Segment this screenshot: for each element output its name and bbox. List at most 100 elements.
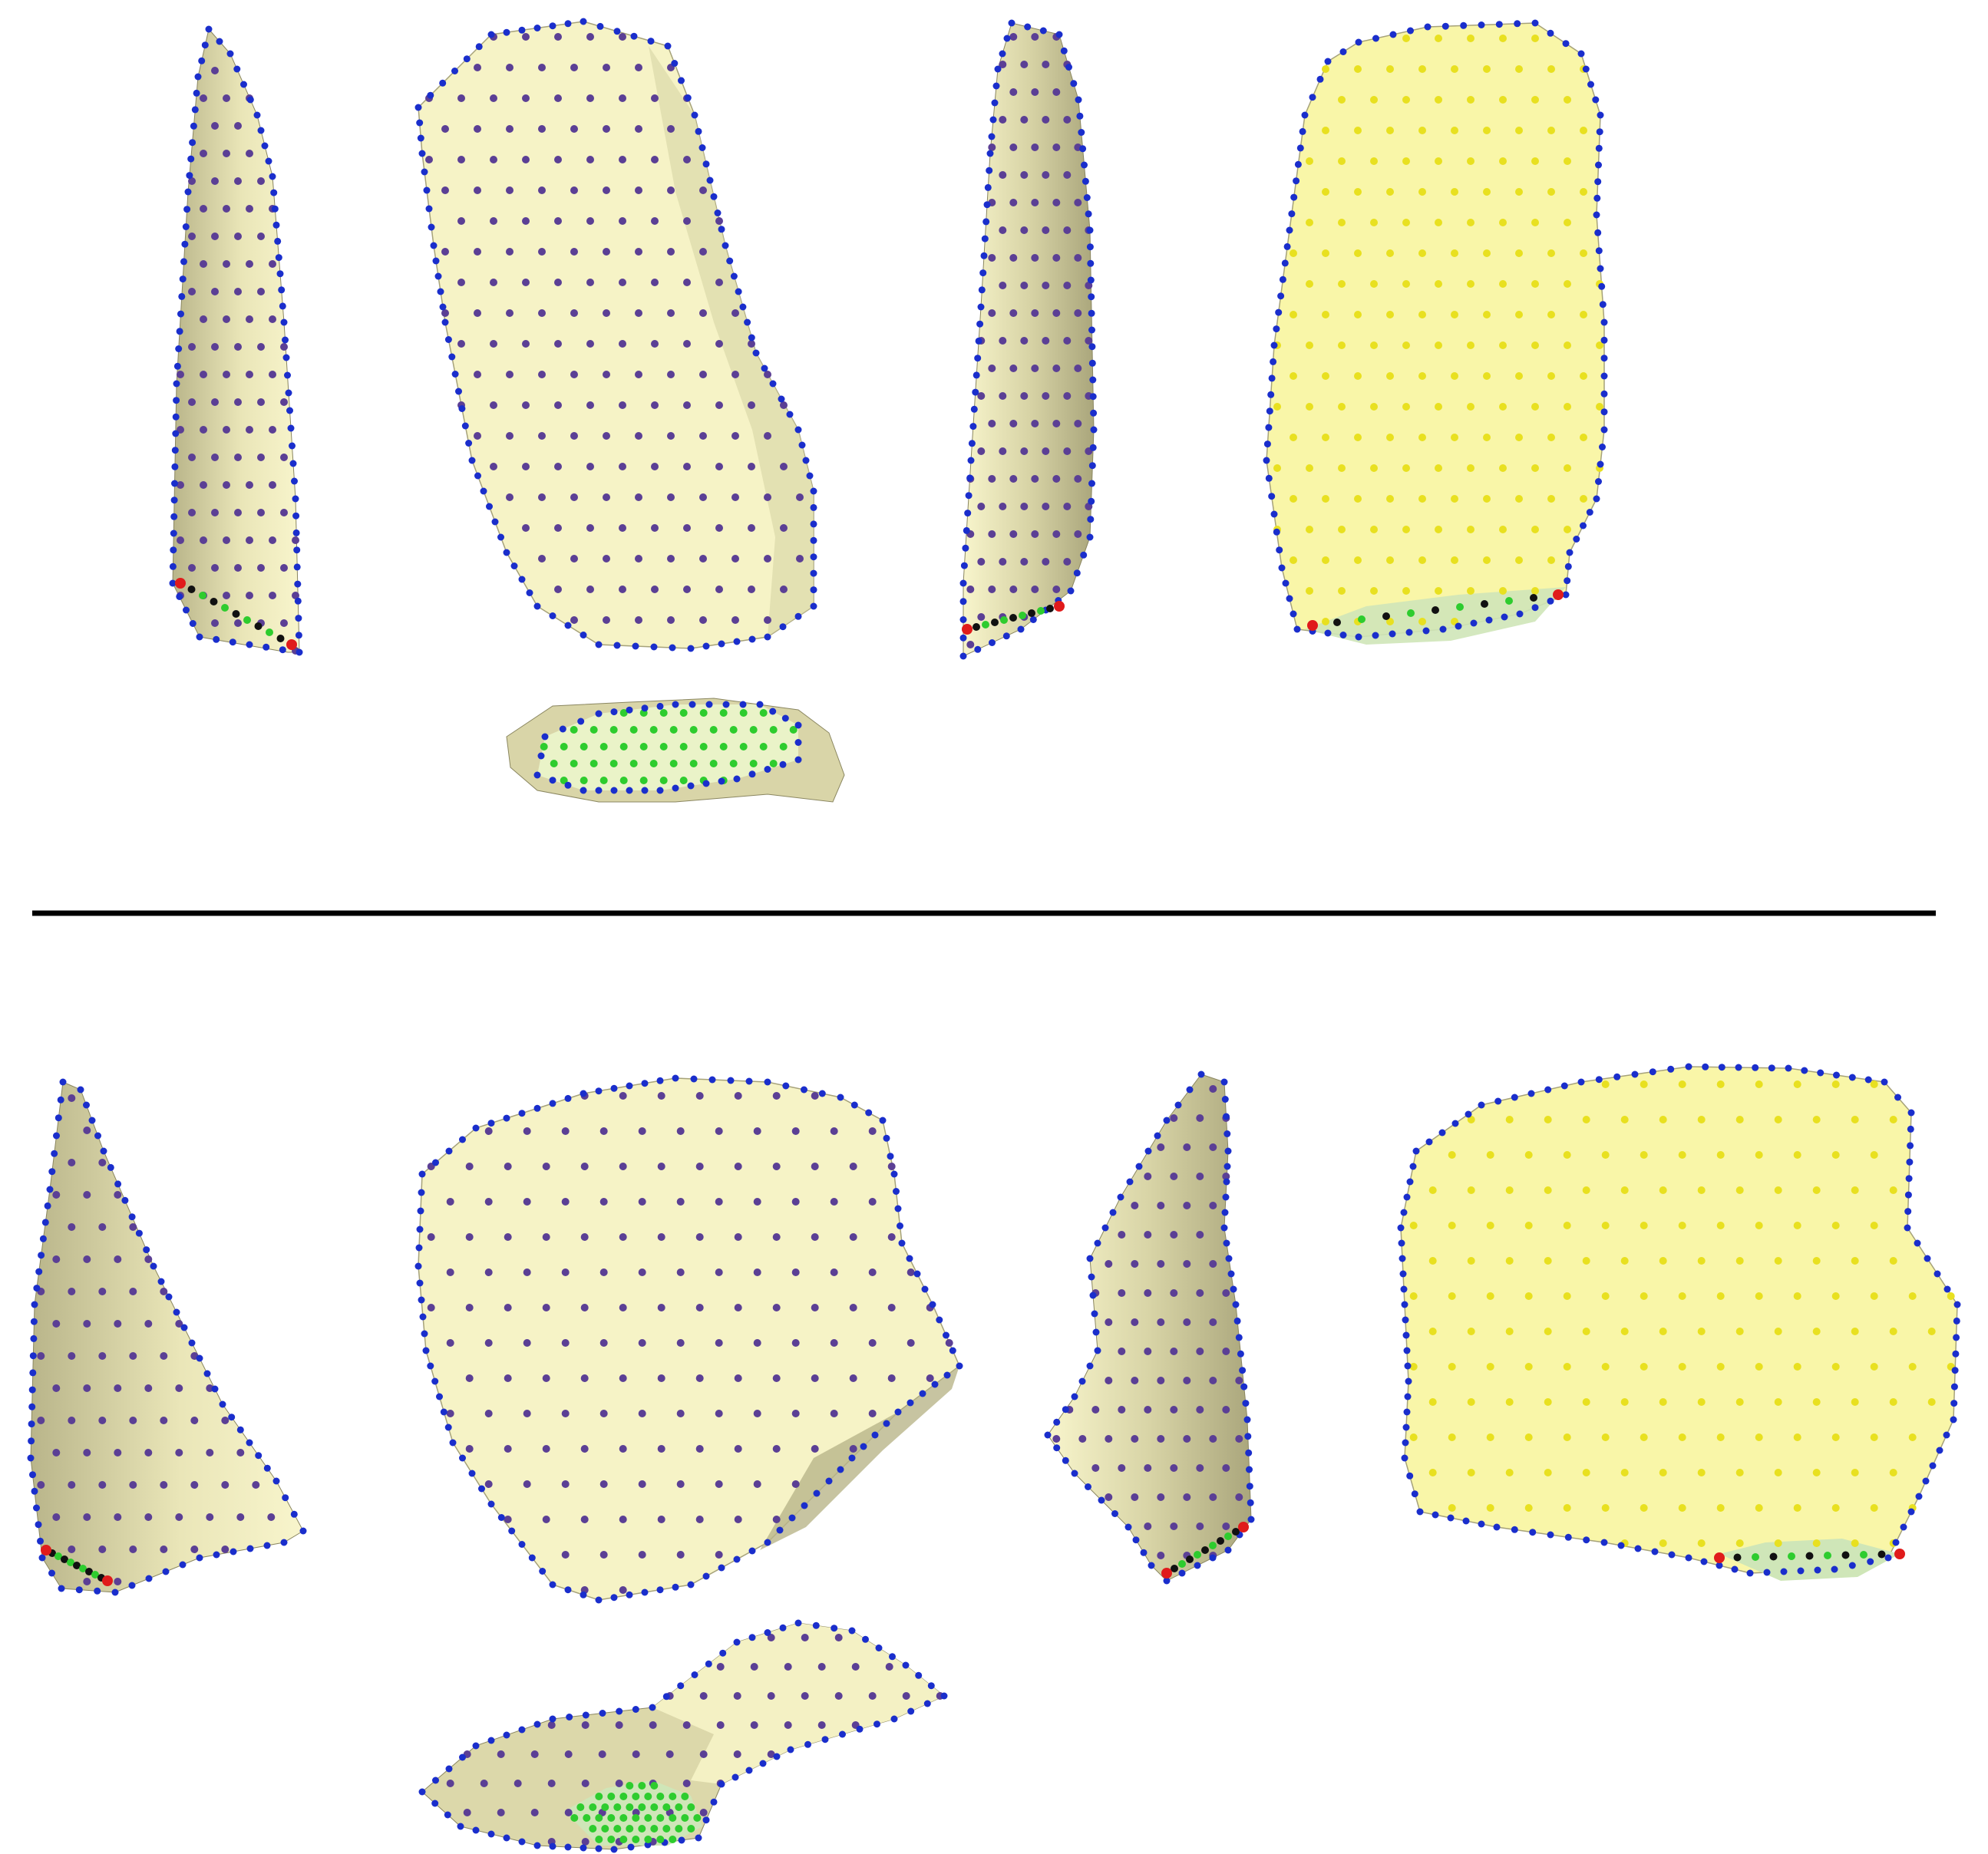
semilandmark xyxy=(667,432,675,440)
semilandmark xyxy=(1582,1186,1590,1194)
semilandmark xyxy=(586,340,594,348)
semilandmark xyxy=(175,1384,183,1392)
semilandmark xyxy=(999,503,1007,510)
outline-landmark xyxy=(94,1587,101,1595)
outline-landmark xyxy=(1516,610,1524,618)
outline-landmark xyxy=(246,1545,254,1552)
semilandmark xyxy=(83,1127,91,1134)
semilandmark xyxy=(1402,403,1410,411)
semilandmark xyxy=(1428,1257,1437,1265)
semilandmark xyxy=(1563,1222,1571,1229)
semilandmark xyxy=(37,1417,45,1424)
semilandmark xyxy=(1042,337,1050,345)
semilandmark xyxy=(514,1780,522,1787)
semilandmark xyxy=(638,1480,646,1488)
semilandmark xyxy=(1659,1186,1667,1194)
semilandmark xyxy=(570,760,578,767)
semilandmark xyxy=(657,1163,665,1170)
outline-landmark xyxy=(280,1539,288,1546)
semilandmark xyxy=(523,1268,531,1276)
semilandmark xyxy=(1009,199,1018,206)
semilandmark xyxy=(1322,311,1329,318)
semilandmark xyxy=(1118,1406,1126,1414)
semilandmark xyxy=(554,279,562,286)
semilandmark xyxy=(651,340,659,348)
semilandmark xyxy=(223,150,230,157)
semilandmark xyxy=(1499,526,1507,533)
outline-landmark xyxy=(173,380,180,388)
outline-landmark xyxy=(414,104,422,111)
semilandmark xyxy=(1515,127,1523,134)
semilandmark xyxy=(37,1481,45,1489)
semilandmark xyxy=(887,1374,896,1382)
semilandmark xyxy=(667,616,675,624)
semilandmark xyxy=(1678,1151,1686,1159)
semilandmark xyxy=(1020,61,1029,68)
outline-landmark xyxy=(1209,1554,1217,1562)
semilandmark xyxy=(1052,144,1061,151)
semilandmark xyxy=(772,1374,781,1382)
outline-landmark xyxy=(733,775,741,783)
semilandmark xyxy=(1322,556,1329,564)
semilandmark xyxy=(1755,1151,1763,1159)
semilandmark xyxy=(1467,219,1474,226)
outline-landmark xyxy=(1055,31,1063,38)
semilandmark xyxy=(129,1223,137,1231)
semilandmark xyxy=(554,33,562,41)
semilandmark xyxy=(1451,249,1458,257)
outline-landmark xyxy=(1907,1109,1915,1117)
outline-landmark xyxy=(287,424,295,432)
platform-landmark xyxy=(589,1803,597,1811)
semilandmark xyxy=(715,1127,723,1135)
outline-landmark xyxy=(779,623,787,631)
semilandmark xyxy=(554,156,562,163)
outline-landmark xyxy=(1029,616,1037,623)
outline-landmark xyxy=(1247,1499,1254,1506)
semilandmark xyxy=(1580,372,1587,380)
semilandmark xyxy=(699,555,707,562)
outline-landmark xyxy=(437,288,444,295)
outline-landmark xyxy=(233,65,241,73)
outline-landmark xyxy=(201,41,209,49)
outline-landmark xyxy=(1573,536,1580,543)
semilandmark xyxy=(689,726,698,734)
semilandmark xyxy=(490,217,497,225)
outline-landmark xyxy=(1465,1110,1472,1118)
semilandmark xyxy=(1196,1348,1204,1355)
semilandmark xyxy=(966,586,975,593)
platform-landmark xyxy=(1860,1551,1867,1559)
outline-landmark xyxy=(455,388,462,395)
semilandmark xyxy=(1428,1186,1437,1194)
semilandmark xyxy=(619,1445,627,1453)
semilandmark xyxy=(1547,249,1555,257)
outline-landmark xyxy=(718,640,725,648)
semilandmark xyxy=(570,309,578,317)
outline-landmark xyxy=(626,1591,633,1598)
outline-landmark xyxy=(1780,1568,1788,1575)
semilandmark xyxy=(1580,249,1587,257)
semilandmark xyxy=(999,337,1007,345)
outline-landmark xyxy=(1894,1094,1901,1101)
outline-landmark xyxy=(730,272,738,280)
outline-landmark xyxy=(1441,22,1449,30)
outline-landmark xyxy=(1547,29,1554,37)
semilandmark xyxy=(638,1198,646,1206)
semilandmark xyxy=(1144,1289,1152,1297)
semilandmark xyxy=(817,1663,826,1671)
semilandmark xyxy=(715,1410,723,1417)
semilandmark xyxy=(292,536,299,544)
outline-landmark xyxy=(691,111,698,119)
outline-landmark xyxy=(1884,1554,1892,1562)
semilandmark xyxy=(651,217,659,225)
outline-landmark xyxy=(1544,1086,1552,1094)
semilandmark xyxy=(748,463,755,470)
outline-landmark xyxy=(1577,1078,1585,1086)
semilandmark xyxy=(211,564,219,572)
semilandmarks-group xyxy=(414,1074,963,1604)
outline-landmark xyxy=(802,457,810,464)
outline-landmark xyxy=(1276,546,1283,554)
outline-landmark xyxy=(1281,259,1289,267)
outline-landmark xyxy=(1286,226,1293,234)
semilandmark xyxy=(1483,127,1491,134)
outline-landmark xyxy=(1094,1347,1101,1354)
